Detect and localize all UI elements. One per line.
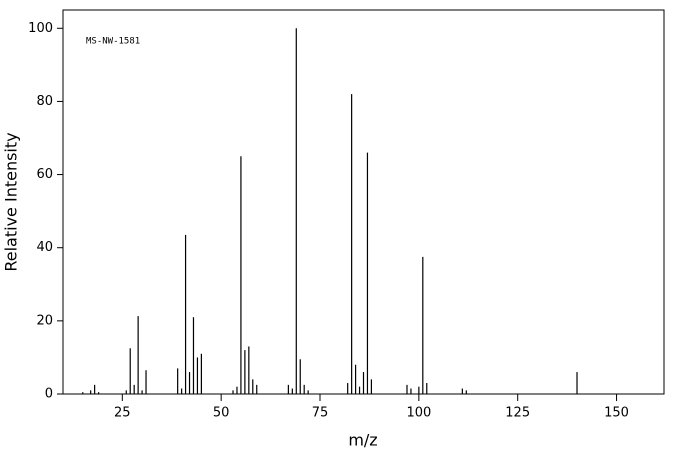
x-tick-label: 25 — [114, 406, 131, 421]
x-tick-label: 75 — [312, 406, 329, 421]
x-tick-label: 100 — [406, 406, 431, 421]
annotation: MS-NW-1581 — [86, 37, 140, 47]
y-tick-label: 60 — [36, 167, 53, 182]
y-tick-label: 0 — [45, 387, 53, 402]
y-tick-label: 80 — [36, 94, 53, 109]
y-tick-label: 40 — [36, 240, 53, 255]
x-axis-title: m/z — [348, 431, 377, 450]
y-tick-label: 100 — [28, 21, 53, 36]
y-tick-label: 20 — [36, 313, 53, 328]
y-axis-title: Relative Intensity — [2, 132, 21, 271]
plot-frame — [62, 9, 665, 395]
x-tick-label: 125 — [505, 406, 530, 421]
x-tick-label: 150 — [604, 406, 629, 421]
x-tick-label: 50 — [213, 406, 230, 421]
